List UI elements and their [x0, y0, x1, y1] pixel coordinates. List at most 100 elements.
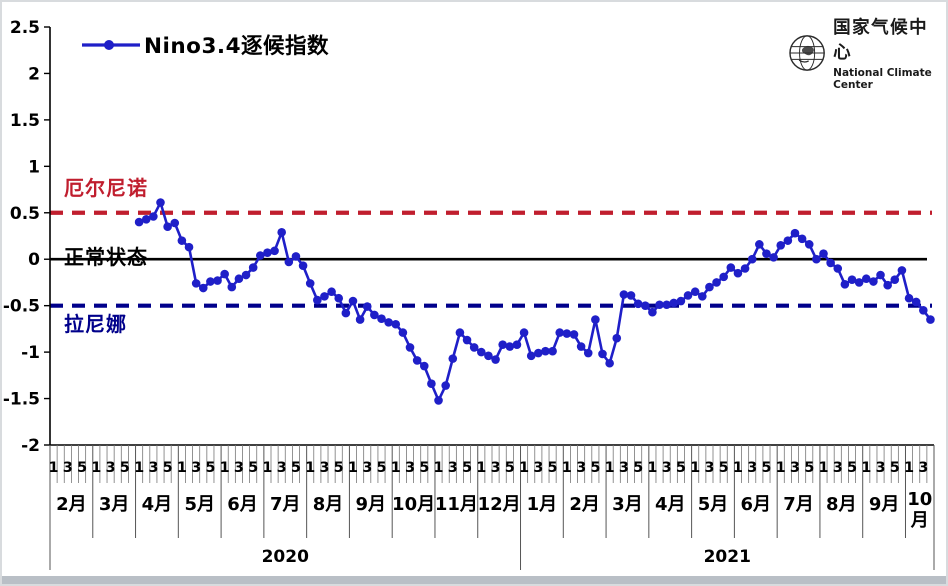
svg-text:3: 3: [319, 460, 329, 476]
svg-text:3: 3: [833, 460, 843, 476]
svg-text:5: 5: [376, 460, 386, 476]
svg-text:3: 3: [576, 460, 586, 476]
svg-text:1: 1: [776, 460, 786, 476]
svg-text:8月: 8月: [826, 494, 857, 515]
svg-text:3: 3: [875, 460, 885, 476]
logo-english-name: National Climate Center: [833, 67, 932, 91]
legend-series-label: Nino3.4逐候指数: [144, 34, 330, 59]
svg-text:5: 5: [676, 460, 686, 476]
y-axis: 2.5 2 1.5 1 0.5 0 -0.5 -1 -1.5 -2: [3, 18, 51, 456]
svg-text:1: 1: [519, 460, 529, 476]
svg-text:6月: 6月: [741, 494, 772, 515]
series-nino3.4-: [134, 198, 935, 405]
chart-legend: Nino3.4逐候指数: [82, 29, 329, 60]
svg-text:1: 1: [348, 460, 358, 476]
svg-text:1: 1: [91, 460, 101, 476]
svg-text:5: 5: [291, 460, 301, 476]
svg-text:-1.5: -1.5: [3, 390, 40, 410]
svg-text:5: 5: [163, 460, 173, 476]
legend-line-marker-icon: [82, 39, 140, 50]
svg-text:1: 1: [818, 460, 828, 476]
reference-lines: [50, 210, 932, 308]
svg-text:-0.5: -0.5: [3, 297, 40, 317]
svg-text:2.5: 2.5: [10, 18, 40, 38]
svg-text:4月: 4月: [142, 494, 173, 515]
svg-text:3: 3: [63, 460, 73, 476]
svg-text:1: 1: [861, 460, 871, 476]
svg-text:1: 1: [220, 460, 230, 476]
svg-text:3: 3: [918, 460, 928, 476]
svg-text:3: 3: [747, 460, 757, 476]
svg-text:1: 1: [49, 460, 59, 476]
svg-text:7月: 7月: [783, 494, 814, 515]
svg-text:5: 5: [248, 460, 258, 476]
svg-text:2月: 2月: [569, 494, 600, 515]
bottom-edge-strip: [2, 576, 946, 584]
la-nina-label: 拉尼娜: [64, 312, 127, 336]
svg-text:2020: 2020: [262, 547, 309, 567]
svg-text:3: 3: [405, 460, 415, 476]
svg-text:10月: 10月: [907, 489, 932, 531]
svg-text:5: 5: [462, 460, 472, 476]
svg-text:2月: 2月: [56, 494, 87, 515]
svg-text:1: 1: [433, 460, 443, 476]
svg-text:5月: 5月: [184, 494, 215, 515]
svg-text:3: 3: [491, 460, 501, 476]
globe-emblem-icon: [789, 34, 825, 71]
svg-text:5: 5: [804, 460, 814, 476]
svg-text:12月: 12月: [478, 494, 521, 515]
svg-text:-1: -1: [21, 343, 40, 363]
national-climate-center-logo: 国家气候中心 National Climate Center: [788, 14, 946, 91]
svg-text:5: 5: [77, 460, 87, 476]
svg-text:1: 1: [391, 460, 401, 476]
svg-text:5: 5: [334, 460, 344, 476]
svg-text:1: 1: [134, 460, 144, 476]
svg-text:5: 5: [120, 460, 130, 476]
svg-text:1: 1: [177, 460, 187, 476]
svg-text:5: 5: [419, 460, 429, 476]
svg-text:3: 3: [148, 460, 158, 476]
svg-text:2021: 2021: [704, 547, 751, 567]
svg-text:1: 1: [647, 460, 657, 476]
svg-text:5: 5: [719, 460, 729, 476]
svg-text:5月: 5月: [698, 494, 729, 515]
el-nino-label: 厄尔尼诺: [64, 176, 148, 200]
svg-text:5: 5: [890, 460, 900, 476]
normal-state-label: 正常状态: [64, 245, 148, 269]
svg-text:3: 3: [277, 460, 287, 476]
svg-text:3: 3: [619, 460, 629, 476]
svg-text:9月: 9月: [869, 494, 900, 515]
svg-text:8月: 8月: [313, 494, 344, 515]
svg-text:3: 3: [234, 460, 244, 476]
svg-text:3: 3: [448, 460, 458, 476]
svg-text:1: 1: [733, 460, 743, 476]
svg-text:1: 1: [28, 157, 40, 177]
svg-text:5: 5: [505, 460, 515, 476]
svg-text:2: 2: [28, 64, 40, 84]
svg-text:5: 5: [205, 460, 215, 476]
svg-text:1.5: 1.5: [10, 111, 40, 131]
svg-text:4月: 4月: [655, 494, 686, 515]
year-labels: 2020 2021: [262, 547, 751, 567]
svg-text:1: 1: [562, 460, 572, 476]
svg-text:3: 3: [106, 460, 116, 476]
svg-text:3: 3: [662, 460, 672, 476]
svg-text:5: 5: [590, 460, 600, 476]
svg-text:1月: 1月: [527, 494, 558, 515]
svg-text:1: 1: [476, 460, 486, 476]
svg-text:11月: 11月: [435, 494, 478, 515]
svg-text:1: 1: [690, 460, 700, 476]
svg-text:0.5: 0.5: [10, 204, 40, 224]
svg-text:9月: 9月: [356, 494, 387, 515]
svg-text:10月: 10月: [392, 494, 435, 515]
logo-chinese-name: 国家气候中心: [833, 18, 929, 63]
svg-text:3: 3: [191, 460, 201, 476]
svg-text:3: 3: [362, 460, 372, 476]
svg-text:1: 1: [262, 460, 272, 476]
svg-text:6月: 6月: [227, 494, 258, 515]
svg-text:1: 1: [605, 460, 615, 476]
svg-text:3: 3: [790, 460, 800, 476]
